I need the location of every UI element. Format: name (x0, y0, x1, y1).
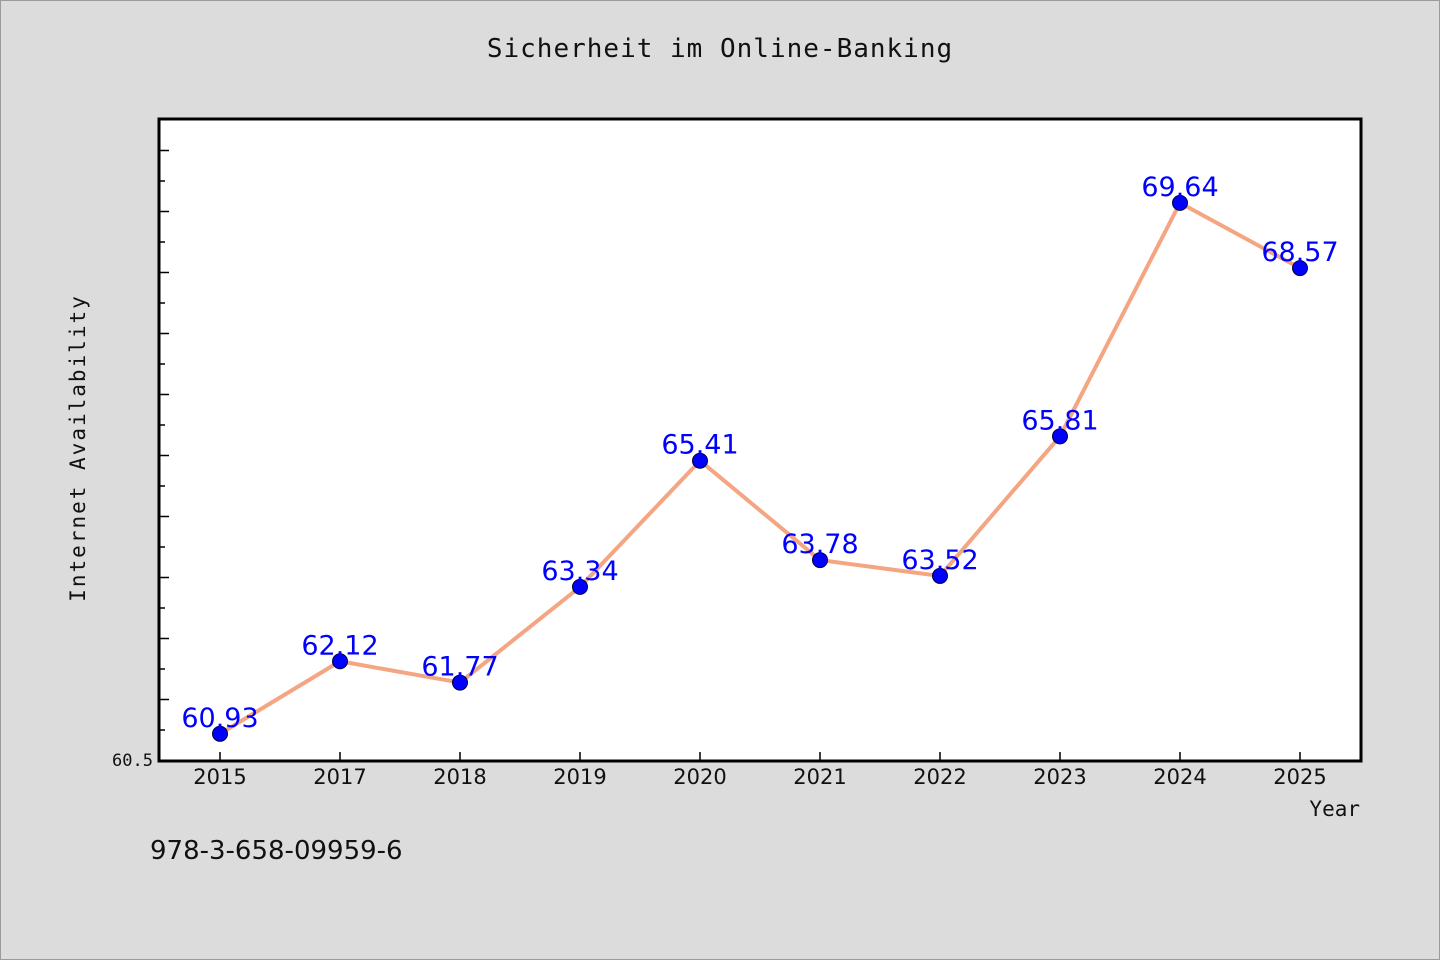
data-point (212, 725, 228, 742)
data-label: 65.41 (661, 430, 738, 461)
data-point (452, 674, 468, 691)
data-label: 62.12 (301, 630, 378, 661)
x-tick-label: 2017 (313, 765, 366, 789)
data-point (692, 452, 708, 469)
data-label: 63.52 (901, 545, 978, 576)
data-point (332, 653, 348, 670)
data-point (1172, 194, 1188, 211)
data-label: 63.78 (781, 529, 858, 560)
data-label: 61.77 (421, 652, 498, 683)
data-point (1052, 428, 1068, 445)
data-labels: 60.93 62.12 61.77 63.34 65.41 63.78 63.52 65.81… (181, 172, 1338, 734)
y-ticks (160, 149, 169, 731)
isbn-text: 978-3-658-09959-6 (150, 836, 403, 866)
x-ticks: 2015 2017 2018 2019 2020 2021 2022 2023 2024 2025 (193, 752, 1327, 789)
data-point (1292, 260, 1308, 277)
x-tick-label: 2024 (1153, 765, 1206, 789)
x-tick-label: 2019 (553, 765, 606, 789)
x-tick-label: 2022 (913, 765, 966, 789)
plot-area (157, 117, 1363, 763)
x-tick-label: 2020 (673, 765, 726, 789)
series-line (218, 200, 1301, 736)
series-markers (212, 194, 1308, 742)
data-label: 69.64 (1141, 172, 1218, 203)
data-point (812, 552, 828, 569)
x-tick-label: 2021 (793, 765, 846, 789)
chart-title: Sicherheit im Online-Banking (486, 34, 954, 64)
data-label: 68.57 (1261, 237, 1338, 268)
x-tick-label: 2018 (433, 765, 486, 789)
data-point (932, 567, 948, 584)
x-axis-label: Year (1309, 797, 1360, 821)
x-tick-label: 2015 (193, 765, 246, 789)
x-tick-label: 2025 (1273, 765, 1326, 789)
data-label: 63.34 (541, 556, 618, 587)
data-label: 60.93 (181, 703, 258, 734)
y-tick-label: 60.5 (112, 751, 153, 771)
data-label: 65.81 (1021, 405, 1098, 436)
x-tick-label: 2023 (1033, 765, 1086, 789)
data-point (572, 578, 588, 595)
